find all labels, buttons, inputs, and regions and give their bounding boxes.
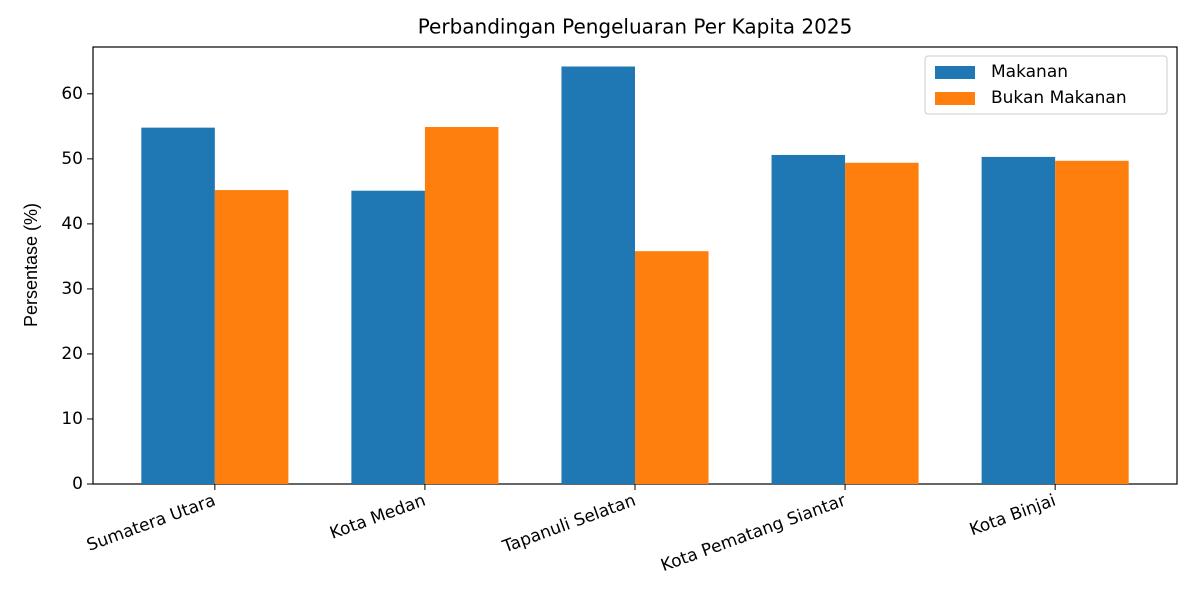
y-axis-label: Persentase (%) — [21, 203, 41, 327]
legend-label: Makanan — [991, 62, 1068, 82]
bar — [1055, 160, 1129, 485]
x-tick-label: Kota Pematang Siantar — [658, 491, 848, 577]
bar — [561, 66, 635, 485]
x-tick-label: Kota Binjai — [967, 491, 1059, 541]
bar — [214, 190, 289, 484]
y-tick-label: 40 — [61, 214, 83, 234]
y-tick-label: 10 — [61, 409, 83, 429]
bar — [351, 190, 425, 485]
y-tick-label: 50 — [61, 149, 83, 169]
bar — [771, 154, 846, 484]
bar — [141, 127, 215, 484]
bar — [845, 162, 919, 484]
legend-swatch — [935, 66, 975, 79]
legend-swatch — [935, 92, 975, 105]
legend-box — [924, 55, 1168, 115]
bar — [424, 126, 499, 485]
y-tick-label: 60 — [61, 84, 83, 104]
legend-label: Bukan Makanan — [991, 88, 1127, 108]
chart-title: Perbandingan Pengeluaran Per Kapita 2025 — [418, 15, 853, 39]
x-tick-label: Tapanuli Selatan — [499, 491, 638, 558]
y-tick-label: 20 — [61, 344, 83, 364]
x-tick-label: Sumatera Utara — [84, 491, 218, 556]
bar — [635, 251, 709, 484]
y-tick-label: 0 — [72, 474, 83, 494]
x-tick-label: Kota Medan — [327, 491, 428, 544]
bar — [981, 156, 1056, 484]
y-tick-label: 30 — [61, 279, 83, 299]
